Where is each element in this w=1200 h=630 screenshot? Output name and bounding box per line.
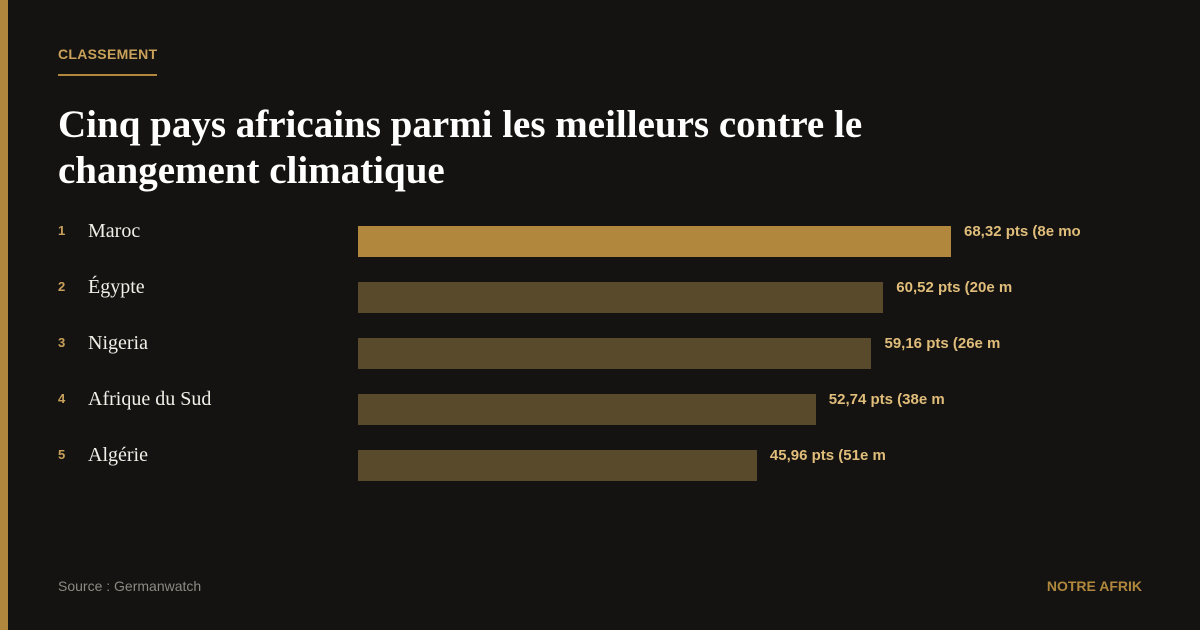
rank-number: 4 [58,391,66,406]
value-label: 52,74 pts (38e m [828,391,945,408]
country-name: Algérie [88,444,148,466]
rank-number: 1 [58,223,66,238]
value-label: 68,32 pts (8e mo [964,223,1081,240]
value-label: 60,52 pts (20e m [896,279,1013,296]
bar [358,338,872,369]
value-label: 45,96 pts (51e m [769,447,886,464]
country-name: Afrique du Sud [88,388,212,410]
accent-stripe [0,0,8,630]
rank-number: 2 [58,279,66,294]
country-name: Égypte [88,276,145,298]
bar [358,394,816,425]
rank-number: 5 [58,447,66,462]
bar [358,282,884,313]
brand: NOTRE AFRIK [1046,578,1142,594]
bar [358,226,951,257]
kicker: CLASSEMENT [58,46,158,76]
bar [358,450,757,481]
value-label: 59,16 pts (26e m [884,335,1001,352]
source: Source : Germanwatch [58,578,202,594]
country-name: Maroc [88,220,141,242]
rank-number: 3 [58,335,66,350]
country-name: Nigeria [88,332,148,354]
chart-title: Cinq pays africains parmi les meilleurs … [58,103,863,192]
